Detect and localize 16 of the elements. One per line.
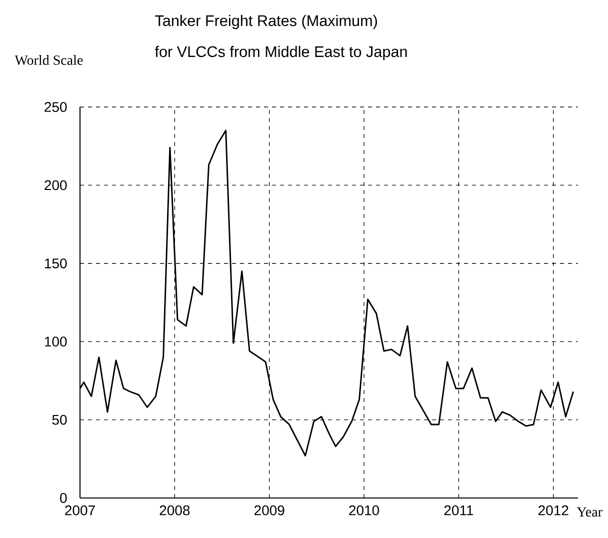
y-tick-label: 150 [45,258,67,268]
y-axis-title: World Scale [14,55,83,65]
x-tick-label: 2008 [160,505,190,516]
chart-title: Tanker Freight Rates (Maximum) [155,14,377,30]
y-tick-label: 0 [60,493,67,503]
x-tick-label: 2010 [349,505,380,516]
x-tick-label: 2007 [65,505,95,516]
y-tick-label: 50 [52,414,67,425]
x-tick-label: 2011 [444,505,474,516]
chart-subtitle: for VLCCs from Middle East to Japan [154,46,407,60]
x-axis-title: Year [576,507,602,517]
x-tick-label: 2009 [254,505,284,516]
y-tick-label: 200 [44,180,67,190]
y-tick-label: 100 [45,336,67,347]
x-tick-label: 2012 [538,505,568,516]
y-tick-label: 250 [44,102,67,112]
